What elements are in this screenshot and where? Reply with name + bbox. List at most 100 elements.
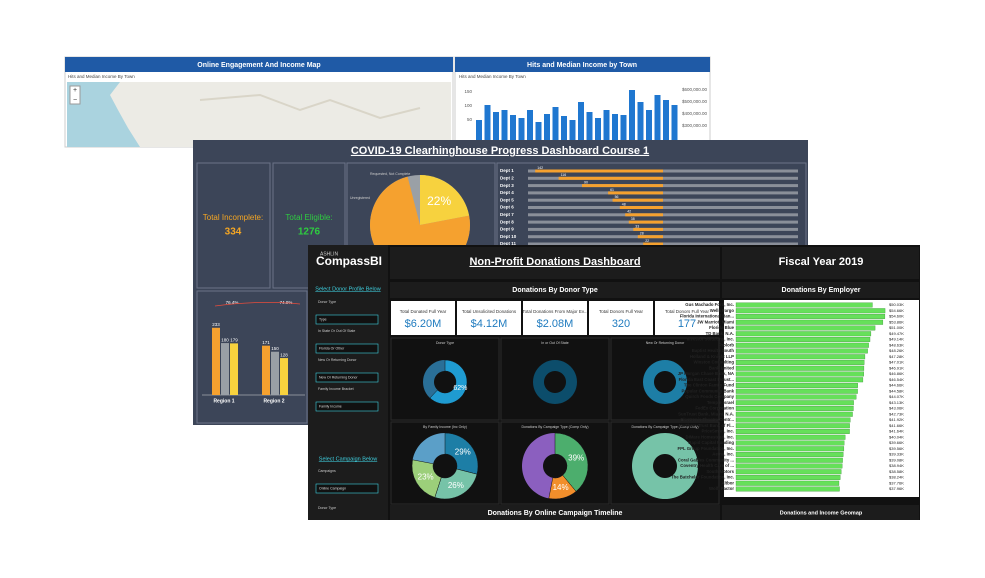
bar-label: 150 [271, 346, 279, 351]
bar-label: 90 [584, 181, 588, 185]
kpi-label: Total Unsolicited Donations [462, 309, 517, 314]
employer-name: Wells Fargo [710, 308, 735, 313]
kpi-card [391, 301, 455, 335]
dropdown[interactable] [315, 314, 379, 325]
bar [493, 112, 499, 140]
bar [735, 429, 850, 434]
bar-label: $38.24K [889, 475, 904, 480]
sidebar-link[interactable]: Select Campaign Below [319, 456, 377, 462]
bar [628, 220, 663, 224]
dept-label: Dept 11 [500, 241, 517, 246]
section-title: Donations By Employer [782, 287, 861, 294]
bar-label: $49.47K [889, 331, 904, 336]
region-label: Region 1 [213, 398, 234, 404]
bar-label: 56 [615, 195, 619, 199]
dept-label: Dept 2 [500, 175, 514, 180]
footer-bar [390, 505, 720, 520]
bar [735, 452, 844, 457]
employer-name: Baptist Health South [692, 348, 735, 353]
bar [484, 105, 491, 140]
bar [608, 191, 663, 195]
bar-label: $46.54K [889, 377, 904, 382]
bar [735, 406, 854, 411]
kpi-label: Total Donors Full Year [599, 309, 644, 314]
panel-subtitle: Hits and Median Income By Town [459, 74, 526, 79]
bar-label: 28 [640, 232, 644, 236]
bar [735, 480, 840, 486]
bar [552, 107, 559, 140]
bar [230, 343, 238, 395]
kpi-label: Total Incomplete: [203, 213, 263, 222]
bar-label: $38.58K [889, 469, 904, 474]
bar [221, 343, 229, 395]
percent-label: 76.4% [226, 300, 239, 305]
kpi-card [457, 301, 521, 335]
bar [735, 417, 851, 423]
kpi-value: 320 [612, 318, 630, 330]
chart-title: New Or Returning Donor [646, 341, 685, 345]
dropdown-value: Family Income [319, 404, 342, 408]
bar-label: $37.76K [889, 480, 904, 485]
dept-label: Dept 7 [500, 212, 514, 217]
bar-label: $39.56K [889, 446, 904, 451]
bar [535, 169, 663, 173]
chart-title: Donor Type [436, 341, 454, 345]
bar [625, 213, 663, 217]
bar-label: 48 [622, 202, 626, 206]
bar-label: 142 [537, 166, 543, 170]
bar [735, 308, 886, 314]
panel-title: Online Engagement And Income Map [197, 62, 320, 69]
dashboard-title: COVID-19 Clearhinghouse Progress Dashboa… [351, 145, 649, 157]
employer-name: Aetna, Inc. [712, 452, 734, 457]
bar [735, 371, 864, 377]
employer-name: The Batchelor Foundation, Inc. [671, 475, 734, 480]
zoom-out[interactable]: − [73, 97, 77, 104]
bar [535, 122, 542, 140]
zoom-control[interactable] [69, 85, 81, 105]
bar-label: $39.33K [889, 452, 904, 457]
bar [735, 434, 846, 440]
bar [735, 337, 871, 342]
employer-name: SunTrust Bank, Miami, N.A. [678, 411, 734, 416]
dropdown[interactable] [315, 372, 379, 383]
bar [735, 457, 843, 463]
bar-label: $42.73K [889, 411, 904, 416]
bar [735, 469, 842, 475]
bar [735, 400, 854, 406]
sidebar-link[interactable]: Select Donor Profile Below [315, 286, 380, 292]
bar-label: $41.92K [889, 417, 904, 422]
kpi-value: $6.20M [405, 318, 442, 330]
bar-label: $51.00K [889, 325, 904, 330]
dept-label: Dept 3 [500, 183, 514, 188]
fiscal-year: Fiscal Year 2019 [779, 256, 864, 268]
dropdown[interactable] [315, 343, 379, 354]
bar-label: $39.08K [889, 457, 904, 462]
employer-name: Florida East Coast Indust... [679, 377, 734, 382]
section-bar [390, 282, 720, 298]
bar [735, 446, 845, 452]
bar [527, 110, 533, 140]
chart-title: By Family Income (Inc Only) [423, 425, 467, 429]
chart-title: Donations By Campaign Type (Comp Only) [631, 425, 698, 429]
bar [735, 348, 868, 354]
bar [735, 411, 853, 417]
bar [603, 110, 610, 140]
kpi-card [655, 301, 719, 335]
section-title: Donations By Online Campaign Timeline [488, 510, 623, 517]
employer-name: Northern Trust Bank of Fl... [679, 423, 734, 428]
tick-label: $300,000.00 [682, 123, 708, 128]
chart-title: In or Out Of State [541, 341, 568, 345]
dropdown[interactable] [315, 401, 379, 412]
employer-header [722, 282, 919, 298]
bar-label: $49.14K [889, 337, 904, 342]
dropdown[interactable] [315, 483, 379, 494]
bar [735, 463, 843, 469]
bar-label: 116 [561, 173, 567, 177]
bar-label: 180 [221, 337, 229, 342]
bar [735, 423, 850, 429]
kpi-value: 1276 [298, 227, 321, 238]
dept-label: Dept 1 [500, 168, 514, 173]
zoom-in[interactable]: + [73, 87, 77, 94]
bar [735, 354, 866, 360]
bar [620, 115, 627, 140]
